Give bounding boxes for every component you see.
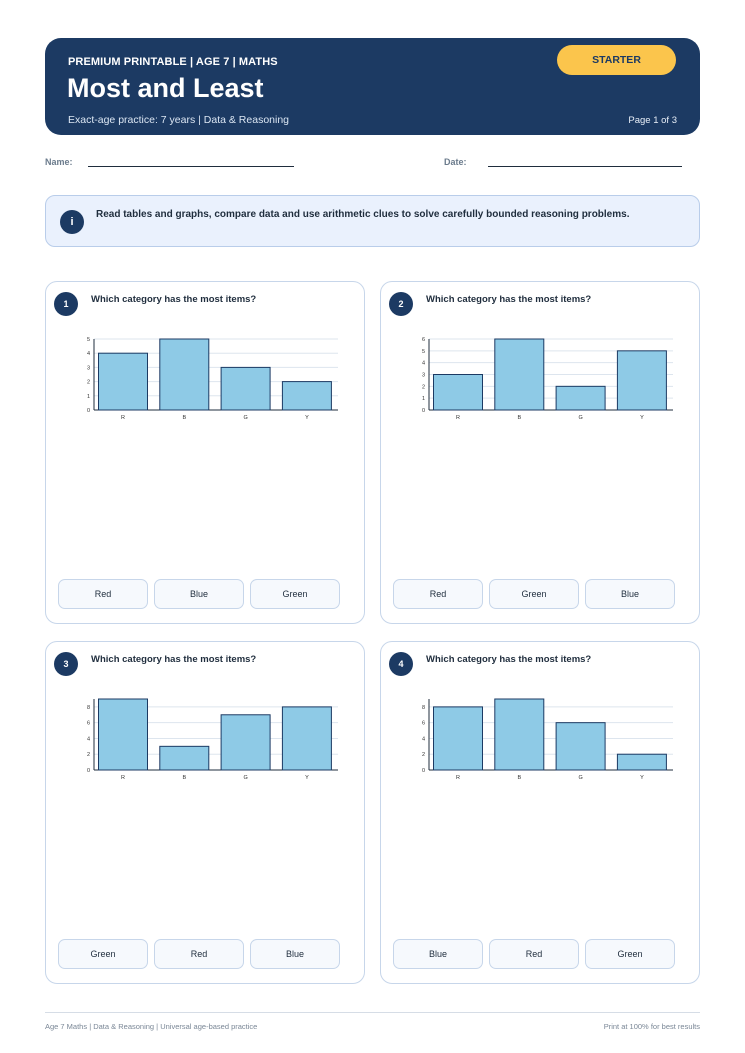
y-tick-label: 5 xyxy=(87,337,90,343)
footer-left-text: Age 7 Maths | Data & Reasoning | Univers… xyxy=(45,1022,258,1031)
footer-right-text: Print at 100% for best results xyxy=(603,1022,700,1031)
answer-option[interactable]: Green xyxy=(489,579,579,609)
question-text: Which category has the most items? xyxy=(426,294,592,305)
bar-R xyxy=(98,698,148,771)
bar-G xyxy=(220,714,271,771)
page-number: Page 1 of 3 xyxy=(628,115,677,126)
name-line[interactable] xyxy=(88,166,294,167)
bar-chart: 0 1 2 3 4 5 R B G Y xyxy=(87,337,338,421)
x-tick-label: Y xyxy=(640,415,644,421)
question-number: 4 xyxy=(389,652,413,676)
x-tick-label: B xyxy=(182,775,186,781)
y-tick-label: 0 xyxy=(87,768,90,774)
answer-option[interactable]: Red xyxy=(489,939,579,969)
y-tick-label: 4 xyxy=(87,736,90,742)
bar-chart: 0 2 4 6 8 R B G Y xyxy=(87,698,338,781)
question-text: Which category has the most items? xyxy=(91,654,257,665)
bar-B xyxy=(159,338,210,411)
answer-option[interactable]: Green xyxy=(58,939,148,969)
y-tick-label: 2 xyxy=(422,384,425,390)
y-tick-label: 3 xyxy=(422,373,425,379)
y-tick-label: 1 xyxy=(87,394,90,400)
x-tick-label: Y xyxy=(305,775,309,781)
x-tick-label: R xyxy=(121,775,125,781)
x-tick-label: B xyxy=(517,775,521,781)
x-tick-label: B xyxy=(517,415,521,421)
bar-G xyxy=(555,385,606,411)
x-tick-label: G xyxy=(243,775,247,781)
x-tick-label: G xyxy=(243,415,247,421)
y-tick-label: 2 xyxy=(87,752,90,758)
y-tick-label: 1 xyxy=(422,396,425,402)
y-tick-label: 0 xyxy=(422,768,425,774)
question-text: Which category has the most items? xyxy=(426,654,592,665)
question-number: 3 xyxy=(54,652,78,676)
y-tick-label: 0 xyxy=(422,408,425,414)
bar-R xyxy=(433,706,483,771)
x-tick-label: R xyxy=(456,415,460,421)
x-tick-label: Y xyxy=(305,415,309,421)
instructions-text: Read tables and graphs, compare data and… xyxy=(96,209,630,220)
question-card-1: 1 Which category has the most items? 0 1 2… xyxy=(45,281,365,624)
bar-Y xyxy=(281,706,332,771)
y-tick-label: 8 xyxy=(87,705,90,711)
x-tick-label: R xyxy=(456,775,460,781)
bar-G xyxy=(555,722,606,771)
level-badge: STARTER xyxy=(557,45,676,75)
bar-Y xyxy=(616,350,667,411)
date-label: Date: xyxy=(444,157,467,167)
header-subtitle: Exact-age practice: 7 years | Data & Rea… xyxy=(68,114,290,126)
y-tick-label: 8 xyxy=(422,705,425,711)
y-tick-label: 2 xyxy=(422,752,425,758)
y-tick-label: 3 xyxy=(87,365,90,371)
bar-R xyxy=(98,352,148,411)
y-tick-label: 6 xyxy=(422,337,425,343)
answer-option[interactable]: Blue xyxy=(154,579,244,609)
bar-Y xyxy=(281,381,332,411)
question-number: 1 xyxy=(54,292,78,316)
bar-B xyxy=(159,745,210,771)
y-tick-label: 0 xyxy=(87,408,90,414)
x-tick-label: R xyxy=(121,415,125,421)
date-line[interactable] xyxy=(488,166,682,167)
answer-option[interactable]: Red xyxy=(393,579,483,609)
answer-option[interactable]: Blue xyxy=(585,579,675,609)
y-tick-label: 2 xyxy=(87,380,90,386)
bar-Y xyxy=(616,753,667,771)
y-tick-label: 5 xyxy=(422,349,425,355)
footer-divider xyxy=(45,1012,700,1013)
instructions-box: i Read tables and graphs, compare data a… xyxy=(45,195,700,247)
answer-option[interactable]: Green xyxy=(585,939,675,969)
x-tick-label: G xyxy=(578,415,582,421)
y-tick-label: 4 xyxy=(422,736,425,742)
x-tick-label: B xyxy=(182,415,186,421)
y-tick-label: 6 xyxy=(87,721,90,727)
x-tick-label: G xyxy=(578,775,582,781)
question-card-3: 3 Which category has the most items? 0 2 4… xyxy=(45,641,365,984)
page-title: Most and Least xyxy=(67,73,264,103)
bar-G xyxy=(220,366,271,411)
info-icon: i xyxy=(60,210,84,234)
x-tick-label: Y xyxy=(640,775,644,781)
question-card-4: 4 Which category has the most items? 0 2 4… xyxy=(380,641,700,984)
bar-B xyxy=(494,338,545,411)
question-number: 2 xyxy=(389,292,413,316)
y-tick-label: 6 xyxy=(422,721,425,727)
answer-option[interactable]: Blue xyxy=(393,939,483,969)
y-tick-label: 4 xyxy=(87,351,90,357)
worksheet-header: PREMIUM PRINTABLE | AGE 7 | MATHS Most a… xyxy=(45,38,700,135)
y-tick-label: 4 xyxy=(422,361,425,367)
header-eyebrow: PREMIUM PRINTABLE | AGE 7 | MATHS xyxy=(68,56,278,68)
bar-B xyxy=(494,698,545,771)
question-card-2: 2 Which category has the most items? 0 1 2… xyxy=(380,281,700,624)
answer-option[interactable]: Red xyxy=(58,579,148,609)
answer-option[interactable]: Red xyxy=(154,939,244,969)
answer-option[interactable]: Green xyxy=(250,579,340,609)
bar-chart: 0 1 2 3 4 5 6 R B G Y xyxy=(422,337,673,421)
bar-chart: 0 2 4 6 8 R B G Y xyxy=(422,698,673,781)
question-text: Which category has the most items? xyxy=(91,294,257,305)
answer-option[interactable]: Blue xyxy=(250,939,340,969)
bar-R xyxy=(433,374,483,411)
name-label: Name: xyxy=(45,157,73,167)
